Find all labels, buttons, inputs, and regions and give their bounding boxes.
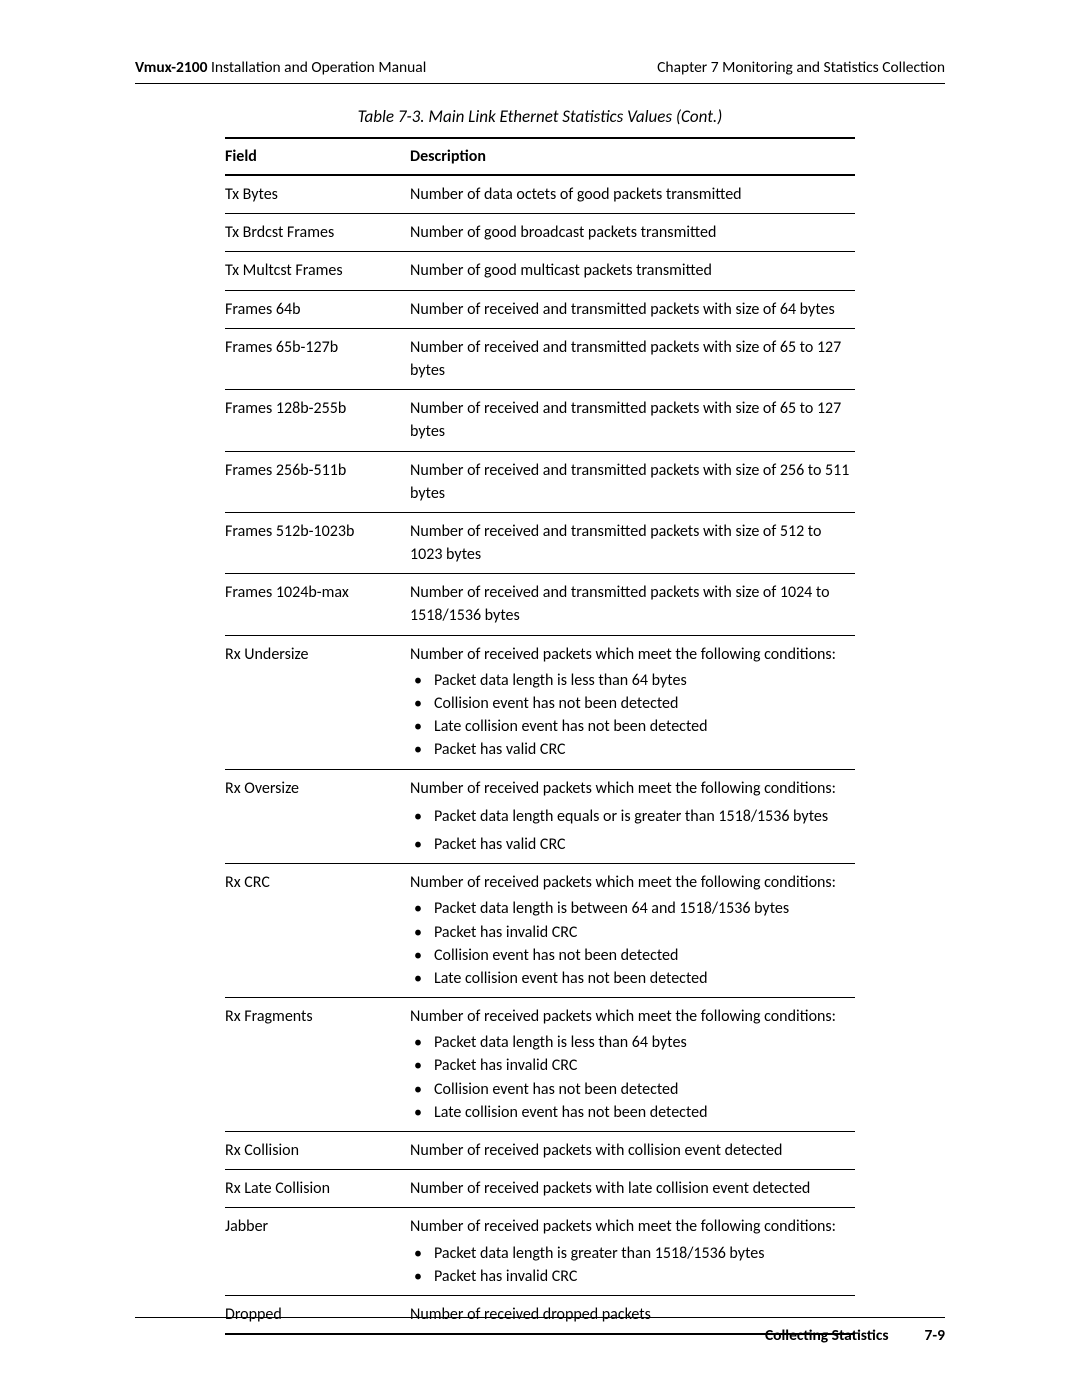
column-header-field: Field [225, 138, 410, 175]
cell-description: Number of good broadcast packets transmi… [410, 214, 855, 252]
cell-description: Number of received packets which meet th… [410, 769, 855, 864]
description-text: Number of received and transmitted packe… [410, 300, 835, 319]
footer-section: Collecting Statistics [765, 1326, 889, 1345]
description-text: Number of received and transmitted packe… [410, 338, 841, 380]
description-text: Number of received packets which meet th… [410, 873, 836, 892]
bullet-item: Packet has invalid CRC [412, 1265, 851, 1288]
header-product: Vmux-2100 [135, 58, 207, 77]
cell-field: Jabber [225, 1208, 410, 1296]
table-row: Frames 1024b-maxNumber of received and t… [225, 574, 855, 635]
description-text: Number of received and transmitted packe… [410, 522, 821, 564]
bullet-item: Late collision event has not been detect… [412, 967, 851, 990]
table-header-row: Field Description [225, 138, 855, 175]
description-text: Number of received and transmitted packe… [410, 461, 849, 503]
cell-description: Number of received and transmitted packe… [410, 328, 855, 389]
bullet-item: Late collision event has not been detect… [412, 715, 851, 738]
description-text: Number of received packets which meet th… [410, 779, 836, 798]
cell-description: Number of received and transmitted packe… [410, 390, 855, 451]
bullet-list: Packet data length is less than 64 bytes… [410, 1031, 851, 1124]
description-text: Number of received packets with late col… [410, 1179, 810, 1198]
cell-description: Number of data octets of good packets tr… [410, 175, 855, 214]
table-row: Tx Brdcst FramesNumber of good broadcast… [225, 214, 855, 252]
description-text: Number of received packets which meet th… [410, 1007, 836, 1026]
cell-field: Rx Oversize [225, 769, 410, 864]
table-row: Frames 64bNumber of received and transmi… [225, 290, 855, 328]
table-row: Rx OversizeNumber of received packets wh… [225, 769, 855, 864]
bullet-item: Late collision event has not been detect… [412, 1101, 851, 1124]
cell-field: Tx Multcst Frames [225, 252, 410, 290]
cell-field: Frames 128b-255b [225, 390, 410, 451]
bullet-item: Packet has valid CRC [412, 833, 851, 856]
bullet-list: Packet data length is less than 64 bytes… [410, 669, 851, 762]
cell-field: Frames 64b [225, 290, 410, 328]
bullet-item: Collision event has not been detected [412, 1078, 851, 1101]
cell-description: Number of received packets which meet th… [410, 864, 855, 998]
cell-field: Rx Undersize [225, 635, 410, 769]
page-header: Vmux-2100 Installation and Operation Man… [135, 58, 945, 84]
cell-field: Tx Bytes [225, 175, 410, 214]
cell-description: Number of received packets which meet th… [410, 635, 855, 769]
cell-description: Number of received and transmitted packe… [410, 290, 855, 328]
cell-field: Rx Fragments [225, 998, 410, 1132]
footer-page-number: 7-9 [925, 1326, 945, 1345]
bullet-item: Collision event has not been detected [412, 944, 851, 967]
cell-field: Rx CRC [225, 864, 410, 998]
cell-description: Number of received and transmitted packe… [410, 574, 855, 635]
cell-field: Frames 65b-127b [225, 328, 410, 389]
statistics-table: Field Description Tx BytesNumber of data… [225, 137, 855, 1335]
cell-field: Rx Late Collision [225, 1170, 410, 1208]
bullet-item: Packet data length is greater than 1518/… [412, 1242, 851, 1265]
description-text: Number of received packets which meet th… [410, 1217, 836, 1236]
cell-description: Number of received and transmitted packe… [410, 451, 855, 512]
table-row: Tx Multcst FramesNumber of good multicas… [225, 252, 855, 290]
cell-description: Number of received packets which meet th… [410, 998, 855, 1132]
table-row: Tx BytesNumber of data octets of good pa… [225, 175, 855, 214]
table-caption: Table 7-3. Main Link Ethernet Statistics… [135, 106, 945, 127]
cell-description: Number of received and transmitted packe… [410, 512, 855, 573]
bullet-item: Packet data length is between 64 and 151… [412, 897, 851, 920]
bullet-item: Packet data length is less than 64 bytes [412, 1031, 851, 1054]
description-text: Number of received packets which meet th… [410, 645, 836, 664]
table-row: Rx CRCNumber of received packets which m… [225, 864, 855, 998]
table-row: Frames 65b-127bNumber of received and tr… [225, 328, 855, 389]
cell-field: Rx Collision [225, 1132, 410, 1170]
table-row: Frames 512b-1023bNumber of received and … [225, 512, 855, 573]
bullet-item: Packet has valid CRC [412, 738, 851, 761]
bullet-item: Packet has invalid CRC [412, 1054, 851, 1077]
header-left: Vmux-2100 Installation and Operation Man… [135, 58, 426, 77]
cell-field: Frames 256b-511b [225, 451, 410, 512]
cell-description: Number of received packets which meet th… [410, 1208, 855, 1296]
table-row: Rx CollisionNumber of received packets w… [225, 1132, 855, 1170]
description-text: Number of received packets with collisio… [410, 1141, 782, 1160]
cell-field: Tx Brdcst Frames [225, 214, 410, 252]
table-row: Rx UndersizeNumber of received packets w… [225, 635, 855, 769]
description-text: Number of good broadcast packets transmi… [410, 223, 716, 242]
cell-field: Frames 512b-1023b [225, 512, 410, 573]
description-text: Number of received and transmitted packe… [410, 583, 830, 625]
bullet-item: Collision event has not been detected [412, 692, 851, 715]
bullet-item: Packet data length equals or is greater … [412, 805, 851, 828]
table-row: Rx Late CollisionNumber of received pack… [225, 1170, 855, 1208]
bullet-item: Packet has invalid CRC [412, 921, 851, 944]
table-row: Rx FragmentsNumber of received packets w… [225, 998, 855, 1132]
cell-description: Number of received packets with collisio… [410, 1132, 855, 1170]
header-chapter: Chapter 7 Monitoring and Statistics Coll… [657, 58, 945, 77]
bullet-list: Packet data length equals or is greater … [410, 805, 851, 856]
description-text: Number of good multicast packets transmi… [410, 261, 712, 280]
column-header-description: Description [410, 138, 855, 175]
page-footer: Collecting Statistics 7-9 [135, 1317, 945, 1345]
bullet-item: Packet data length is less than 64 bytes [412, 669, 851, 692]
cell-field: Frames 1024b-max [225, 574, 410, 635]
table-row: Frames 256b-511bNumber of received and t… [225, 451, 855, 512]
cell-description: Number of good multicast packets transmi… [410, 252, 855, 290]
description-text: Number of received and transmitted packe… [410, 399, 841, 441]
table-row: Frames 128b-255bNumber of received and t… [225, 390, 855, 451]
bullet-list: Packet data length is greater than 1518/… [410, 1242, 851, 1288]
table-row: JabberNumber of received packets which m… [225, 1208, 855, 1296]
description-text: Number of data octets of good packets tr… [410, 185, 742, 204]
cell-description: Number of received packets with late col… [410, 1170, 855, 1208]
bullet-list: Packet data length is between 64 and 151… [410, 897, 851, 990]
header-manual: Installation and Operation Manual [207, 58, 426, 77]
